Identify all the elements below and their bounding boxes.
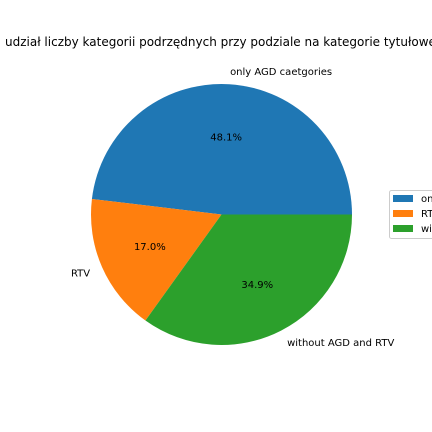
pie-slice-1 bbox=[91, 198, 222, 321]
slice-label-2: without AGD and RTV bbox=[287, 338, 394, 349]
pie-slice-0 bbox=[91, 84, 352, 215]
labels-layer: only AGD caetgories 48.1% RTV 17.0% without … bbox=[71, 67, 395, 349]
slice-percent-1: 17.0% bbox=[134, 242, 166, 253]
pie-slice-2 bbox=[145, 214, 352, 346]
legend-swatch-0 bbox=[393, 195, 413, 202]
legend-label-0: only AGD caetgories bbox=[421, 194, 432, 205]
slices-layer bbox=[91, 84, 352, 346]
slice-percent-0: 48.1% bbox=[210, 132, 242, 143]
slice-percent-2: 34.9% bbox=[241, 280, 273, 291]
legend-swatch-1 bbox=[393, 210, 413, 217]
legend-label-1: RTV bbox=[421, 209, 432, 220]
slice-label-0: only AGD caetgories bbox=[230, 67, 332, 78]
slice-label-1: RTV bbox=[71, 268, 90, 279]
legend: only AGD caetgories RTV without AGD and RT… bbox=[389, 190, 432, 239]
legend-swatch-2 bbox=[393, 225, 413, 232]
chart-title: udział liczby kategorii podrzędnych przy… bbox=[5, 35, 432, 49]
legend-label-2: without AGD and RTV bbox=[421, 224, 432, 235]
